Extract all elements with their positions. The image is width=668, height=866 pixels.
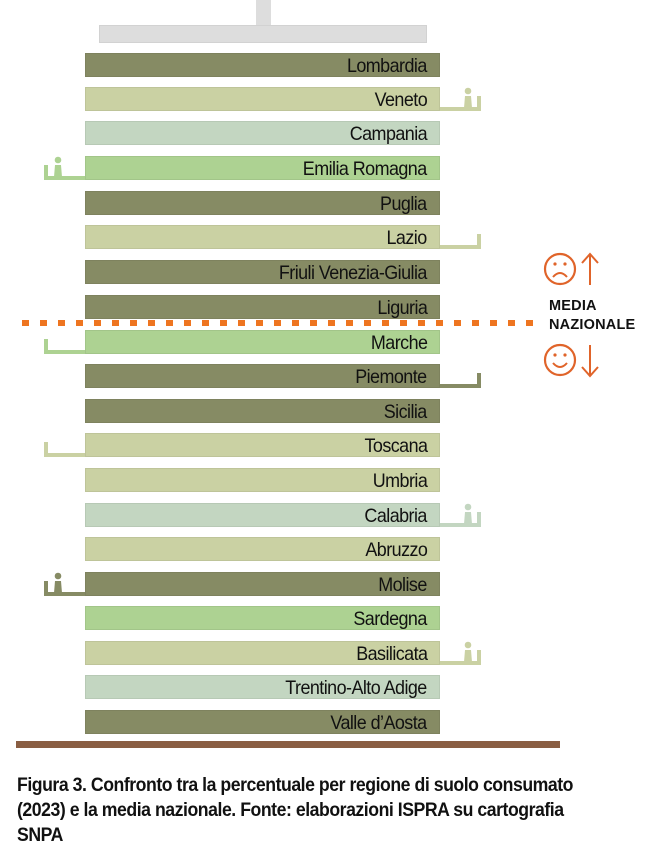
region-label: Sardegna	[353, 608, 428, 630]
empty-balcony-icon	[44, 442, 85, 457]
balcony-with-person-icon	[44, 572, 85, 596]
arrow-down-icon	[581, 345, 599, 378]
balcony-with-person-icon	[440, 87, 481, 111]
building-roof	[99, 25, 427, 43]
empty-balcony-icon	[44, 339, 85, 354]
region-label: Veneto	[374, 89, 427, 111]
region-label: Liguria	[377, 297, 428, 319]
legend-label-media: MEDIA	[549, 298, 597, 314]
region-label: Marche	[370, 332, 427, 354]
region-label: Umbria	[372, 470, 427, 492]
region-floor: Emilia Romagna	[85, 156, 440, 180]
region-floor: Valle d’Aosta	[85, 710, 440, 734]
ground-line	[16, 741, 560, 748]
region-label: Lazio	[386, 227, 428, 249]
national-average-line	[22, 320, 534, 326]
region-label: Basilicata	[355, 643, 428, 665]
happy-face-icon	[543, 343, 599, 378]
region-floor: Campania	[85, 121, 440, 145]
region-floor: Trentino-Alto Adige	[85, 675, 440, 699]
region-floor: Veneto	[85, 87, 440, 111]
region-label: Friuli Venezia-Giulia	[279, 262, 427, 284]
region-label: Molise	[378, 574, 427, 596]
sad-face-icon	[543, 252, 599, 286]
empty-balcony-icon	[440, 234, 481, 249]
region-label: Calabria	[364, 505, 428, 527]
arrow-up-icon	[581, 252, 599, 285]
region-label: Sicilia	[384, 401, 428, 423]
region-floor: Abruzzo	[85, 537, 440, 561]
region-floor: Liguria	[85, 295, 440, 319]
region-label: Campania	[349, 123, 428, 145]
balcony-with-person-icon	[440, 503, 481, 527]
region-label: Puglia	[380, 193, 427, 215]
region-floor: Molise	[85, 572, 440, 596]
region-floor: Lazio	[85, 225, 440, 249]
balcony-with-person-icon	[440, 641, 481, 665]
region-floor: Puglia	[85, 191, 440, 215]
region-label: Lombardia	[347, 55, 427, 77]
region-label: Valle d’Aosta	[330, 712, 428, 734]
region-floor: Marche	[85, 330, 440, 354]
building-top-stem	[256, 0, 271, 26]
region-floor: Piemonte	[85, 364, 440, 388]
empty-balcony-icon	[440, 373, 481, 388]
region-floor: Sardegna	[85, 606, 440, 630]
balcony-with-person-icon	[44, 156, 85, 180]
region-floor: Calabria	[85, 503, 440, 527]
figure-caption: Figura 3. Confronto tra la percentuale p…	[17, 775, 574, 846]
region-label: Abruzzo	[365, 539, 428, 561]
region-label: Trentino-Alto Adige	[285, 677, 428, 699]
region-floor: Toscana	[85, 433, 440, 457]
region-floor: Sicilia	[85, 399, 440, 423]
region-label: Piemonte	[355, 366, 428, 388]
region-label: Emilia Romagna	[303, 158, 427, 180]
region-label: Toscana	[364, 435, 428, 457]
region-floor: Basilicata	[85, 641, 440, 665]
region-floor: Umbria	[85, 468, 440, 492]
region-floor: Lombardia	[85, 53, 440, 77]
legend-label-nazionale: NAZIONALE	[549, 317, 636, 333]
region-floor: Friuli Venezia-Giulia	[85, 260, 440, 284]
